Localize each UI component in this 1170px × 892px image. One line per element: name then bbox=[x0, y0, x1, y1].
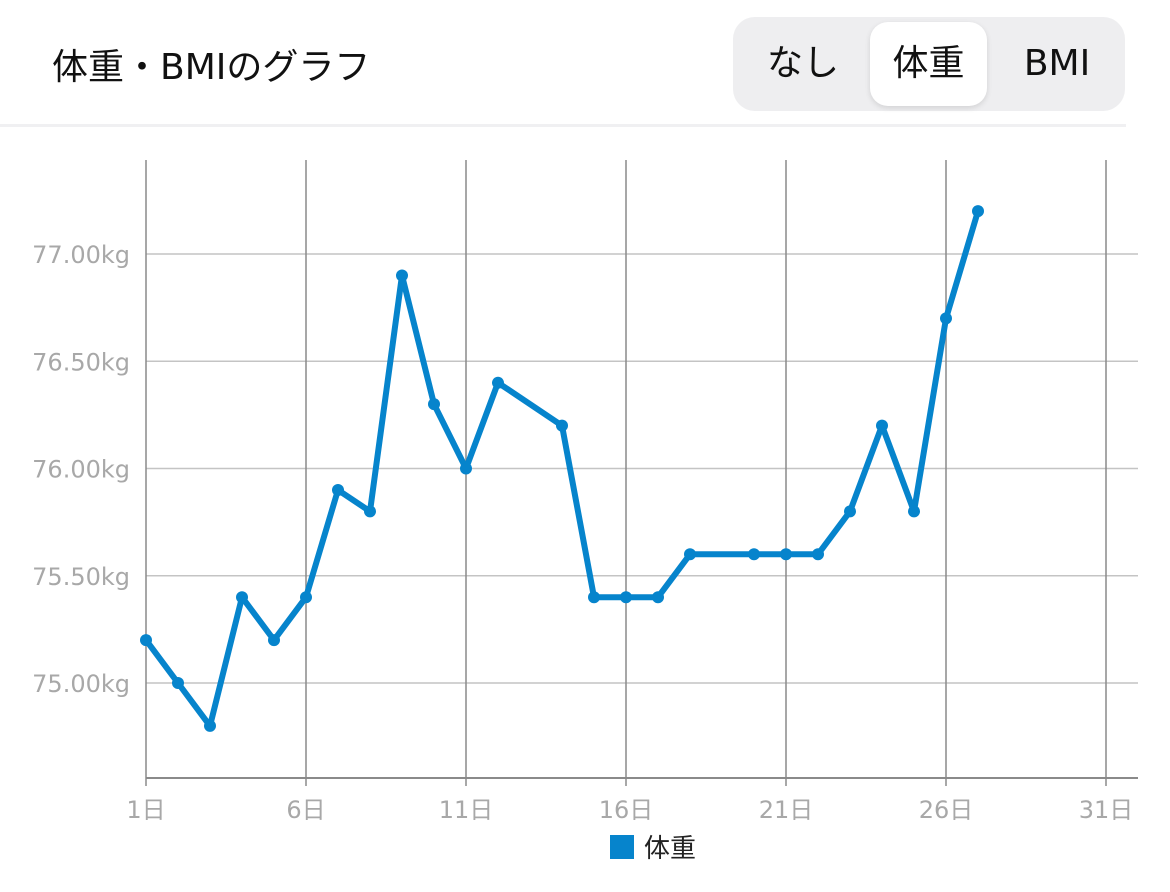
segment-bmi[interactable]: BMI bbox=[1023, 43, 1091, 84]
data-point bbox=[620, 591, 632, 604]
page-title: 体重・BMIのグラフ bbox=[52, 47, 371, 88]
data-point bbox=[844, 505, 856, 518]
data-point bbox=[300, 591, 312, 604]
x-tick-label: 11日 bbox=[439, 796, 494, 824]
data-point bbox=[268, 634, 280, 647]
data-point bbox=[236, 591, 248, 604]
data-point bbox=[972, 205, 984, 218]
y-tick-label: 76.50kg bbox=[32, 348, 130, 376]
data-point bbox=[556, 419, 568, 432]
x-tick-label: 31日 bbox=[1079, 796, 1134, 824]
y-tick-label: 77.00kg bbox=[32, 241, 130, 269]
data-point bbox=[588, 591, 600, 604]
y-tick-label: 75.50kg bbox=[32, 563, 130, 591]
data-point bbox=[876, 419, 888, 432]
data-point bbox=[364, 505, 376, 518]
data-point bbox=[812, 548, 824, 561]
legend-swatch bbox=[610, 834, 634, 859]
y-tick-label: 75.00kg bbox=[32, 670, 130, 698]
data-point bbox=[428, 398, 440, 411]
data-point bbox=[460, 462, 472, 475]
y-tick-label: 76.00kg bbox=[32, 456, 130, 484]
x-tick-label: 26日 bbox=[919, 796, 974, 824]
data-point bbox=[748, 548, 760, 561]
header-divider bbox=[0, 124, 1126, 127]
x-tick-label: 6日 bbox=[286, 796, 325, 824]
graph-type-segmented-control: なし 体重 BMI bbox=[733, 17, 1125, 111]
x-tick-label: 21日 bbox=[759, 796, 814, 824]
data-point bbox=[940, 312, 952, 325]
legend-label: 体重 bbox=[644, 834, 697, 864]
data-point bbox=[396, 269, 408, 282]
data-point bbox=[172, 677, 184, 689]
data-point bbox=[908, 505, 920, 518]
data-point bbox=[332, 483, 344, 496]
segment-none[interactable]: なし bbox=[766, 43, 839, 84]
data-point bbox=[204, 719, 216, 732]
x-tick-label: 16日 bbox=[599, 796, 654, 824]
segment-weight[interactable]: 体重 bbox=[870, 22, 987, 106]
data-point bbox=[684, 548, 696, 561]
data-point bbox=[652, 591, 664, 604]
legend: 体重 bbox=[610, 828, 696, 865]
data-point bbox=[492, 376, 504, 389]
data-point bbox=[780, 548, 792, 561]
x-tick-label: 1日 bbox=[126, 796, 165, 824]
data-point bbox=[140, 634, 152, 647]
